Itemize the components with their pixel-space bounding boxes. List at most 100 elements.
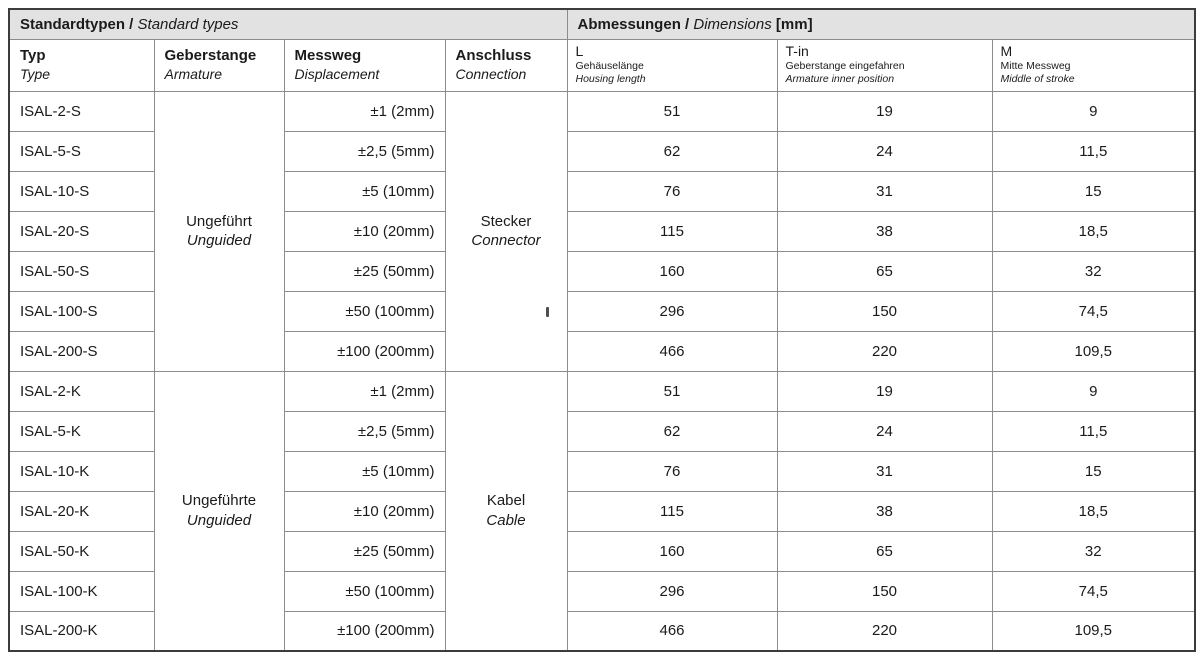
cell-m: 18,5 [991, 210, 1196, 252]
cell-t-in: 31 [776, 450, 993, 492]
cell-armature-group: Ungeführt Unguided [153, 90, 285, 372]
col-header-t-in: T-in Geberstange eingefahren Armature inne… [776, 38, 993, 92]
cell-type: ISAL-200-S [8, 330, 155, 372]
cell-displacement: ±25 (50mm) [283, 530, 446, 572]
cell-m: 11,5 [991, 130, 1196, 172]
cell-m: 109,5 [991, 330, 1196, 372]
cell-m: 109,5 [991, 610, 1196, 652]
cell-t-in: 150 [776, 290, 993, 332]
cell-t-in: 65 [776, 530, 993, 572]
cell-l: 62 [566, 410, 778, 452]
table-row: ISAL-50-S ±25 (50mm) 160 65 32 [8, 250, 1196, 292]
cell-m: 74,5 [991, 570, 1196, 612]
column-header-row: Typ Type Geberstange Armature Messweg Displ… [8, 38, 1196, 92]
cell-m: 32 [991, 530, 1196, 572]
cell-m: 9 [991, 370, 1196, 412]
cell-m: 74,5 [991, 290, 1196, 332]
cell-m: 11,5 [991, 410, 1196, 452]
table-row: ISAL-100-K ±50 (100mm) 296 150 74,5 [8, 570, 1196, 612]
cell-l: 466 [566, 610, 778, 652]
cell-l: 296 [566, 290, 778, 332]
section-title-de: Standardtypen / [20, 15, 134, 33]
table-row: ISAL-20-K ±10 (20mm) 115 38 18,5 [8, 490, 1196, 532]
cell-t-in: 65 [776, 250, 993, 292]
cell-t-in: 24 [776, 410, 993, 452]
section-header-standard-types: Standardtypen / Standard types [8, 8, 568, 40]
cell-t-in: 38 [776, 490, 993, 532]
cell-m: 15 [991, 170, 1196, 212]
cell-type: ISAL-10-S [8, 170, 155, 212]
table-row: ISAL-100-S ±50 (100mm) 296 150 74,5 [8, 290, 1196, 332]
cell-type: ISAL-100-S [8, 290, 155, 332]
section-header-dimensions: Abmessungen / Dimensions [mm] [566, 8, 1196, 40]
cell-l: 115 [566, 210, 778, 252]
table-row: ISAL-2-S Ungeführt Unguided ±1 (2mm) Stec… [8, 90, 1196, 372]
section-title-en: Standard types [137, 15, 239, 33]
cell-type: ISAL-20-K [8, 490, 155, 532]
cell-type: ISAL-20-S [8, 210, 155, 252]
cell-displacement: ±5 (10mm) [283, 170, 446, 212]
cell-l: 160 [566, 250, 778, 292]
cell-l: 160 [566, 530, 778, 572]
col-header-type: Typ Type [8, 38, 155, 92]
table-row: ISAL-200-K ±100 (200mm) 466 220 109,5 [8, 610, 1196, 652]
cell-l: 296 [566, 570, 778, 612]
cell-t-in: 24 [776, 130, 993, 172]
col-header-l: L Gehäuselänge Housing length [566, 38, 778, 92]
cell-connection-group: Kabel Cable [444, 370, 568, 652]
cell-type: ISAL-5-K [8, 410, 155, 452]
cell-displacement: ±1 (2mm) [283, 90, 446, 132]
section-title-en: Dimensions [693, 15, 772, 33]
cell-l: 466 [566, 330, 778, 372]
cell-m: 9 [991, 90, 1196, 132]
cell-displacement: ±1 (2mm) [283, 370, 446, 412]
cell-displacement: ±2,5 (5mm) [283, 410, 446, 452]
cell-displacement: ±10 (20mm) [283, 490, 446, 532]
col-header-connection: Anschluss Connection [444, 38, 568, 92]
cell-connection-group: Stecker Connector [444, 90, 568, 372]
cell-displacement: ±2,5 (5mm) [283, 130, 446, 172]
cell-t-in: 220 [776, 610, 993, 652]
section-unit: [mm] [775, 15, 813, 33]
cell-t-in: 31 [776, 170, 993, 212]
cell-m: 32 [991, 250, 1196, 292]
cell-armature-group: Ungeführte Unguided [153, 370, 285, 652]
cell-type: ISAL-200-K [8, 610, 155, 652]
cell-l: 51 [566, 90, 778, 132]
cell-type: ISAL-2-S [8, 90, 155, 132]
cell-displacement: ±5 (10mm) [283, 450, 446, 492]
cell-displacement: ±100 (200mm) [283, 610, 446, 652]
table-row: ISAL-5-S ±2,5 (5mm) 62 24 11,5 [8, 130, 1196, 172]
table-row: ISAL-10-S ±5 (10mm) 76 31 15 [8, 170, 1196, 212]
cell-t-in: 150 [776, 570, 993, 612]
table-row: ISAL-200-S ±100 (200mm) 466 220 109,5 [8, 330, 1196, 372]
cell-type: ISAL-50-K [8, 530, 155, 572]
col-header-displacement: Messweg Displacement [283, 38, 446, 92]
cell-m: 15 [991, 450, 1196, 492]
cell-t-in: 19 [776, 90, 993, 132]
cell-type: ISAL-100-K [8, 570, 155, 612]
cell-t-in: 19 [776, 370, 993, 412]
stray-ink-mark [546, 307, 549, 317]
cell-type: ISAL-5-S [8, 130, 155, 172]
cell-l: 76 [566, 170, 778, 212]
cell-l: 76 [566, 450, 778, 492]
cell-l: 115 [566, 490, 778, 532]
cell-t-in: 38 [776, 210, 993, 252]
cell-displacement: ±10 (20mm) [283, 210, 446, 252]
cell-displacement: ±50 (100mm) [283, 570, 446, 612]
cell-displacement: ±25 (50mm) [283, 250, 446, 292]
col-header-armature: Geberstange Armature [153, 38, 285, 92]
table-row: ISAL-20-S ±10 (20mm) 115 38 18,5 [8, 210, 1196, 252]
cell-type: ISAL-50-S [8, 250, 155, 292]
cell-displacement: ±100 (200mm) [283, 330, 446, 372]
section-title-de: Abmessungen / [577, 15, 690, 33]
cell-l: 62 [566, 130, 778, 172]
cell-l: 51 [566, 370, 778, 412]
section-header-row: Standardtypen / Standard types Abmessung… [8, 8, 1196, 40]
cell-type: ISAL-10-K [8, 450, 155, 492]
cell-type: ISAL-2-K [8, 370, 155, 412]
table-row: ISAL-2-K Ungeführte Unguided ±1 (2mm) Kab… [8, 370, 1196, 652]
cell-displacement: ±50 (100mm) [283, 290, 446, 332]
